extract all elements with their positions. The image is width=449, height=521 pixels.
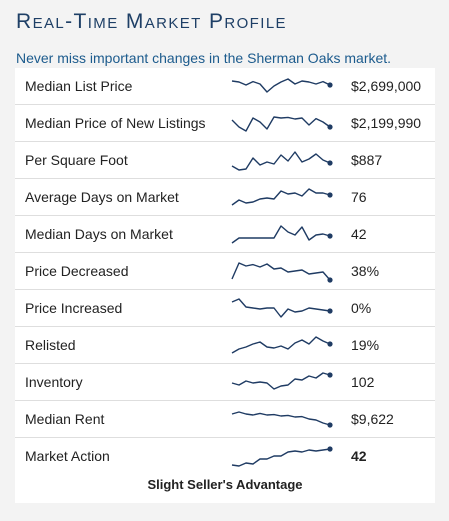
metric-value: 102 <box>351 374 375 390</box>
sparkline-chart <box>231 262 333 283</box>
sparkline-chart <box>231 78 333 93</box>
sparkline-line <box>231 336 331 354</box>
sparkline-chart <box>231 446 333 467</box>
metrics-table: Slight Seller's Advantage Median List Pr… <box>15 68 435 503</box>
metric-label: Median List Price <box>25 78 133 94</box>
metric-label: Inventory <box>25 374 83 390</box>
sparkline-endpoint <box>327 446 333 452</box>
widget-subtitle: Never miss important changes in the Sher… <box>16 50 392 66</box>
sparkline-line <box>231 225 331 244</box>
sparkline-line <box>231 188 331 206</box>
metric-label: Price Increased <box>25 300 123 316</box>
metric-row: Price Decreased 38% <box>15 253 435 290</box>
metric-label: Average Days on Market <box>25 189 179 205</box>
sparkline-endpoint <box>327 372 333 378</box>
metric-row: Median Price of New Listings $2,199,990 <box>15 105 435 142</box>
sparkline-endpoint <box>327 308 333 314</box>
sparkline-chart <box>231 298 333 318</box>
sparkline-endpoint <box>327 233 333 239</box>
metric-row: Market Action 42 <box>15 438 435 475</box>
sparkline-endpoint <box>327 341 333 347</box>
metric-value: 42 <box>351 448 367 464</box>
sparkline-line <box>231 448 331 467</box>
sparkline-chart <box>231 116 333 132</box>
metric-label: Per Square Foot <box>25 152 128 168</box>
metric-row: Per Square Foot $887 <box>15 142 435 179</box>
metric-label: Median Price of New Listings <box>25 115 206 131</box>
metric-value: 0% <box>351 300 372 316</box>
metric-value: $887 <box>351 152 383 168</box>
sparkline-endpoint <box>327 124 333 130</box>
sparkline-chart <box>231 151 333 171</box>
sparkline-endpoint <box>327 160 333 166</box>
sparkline-line <box>231 298 331 318</box>
sparkline-chart <box>231 336 333 354</box>
sparkline-line <box>231 372 331 390</box>
metric-label: Median Days on Market <box>25 226 173 242</box>
metric-value: 19% <box>351 337 380 353</box>
sparkline-line <box>231 78 331 93</box>
metric-value: 76 <box>351 189 367 205</box>
metric-row: Median List Price $2,699,000 <box>15 68 435 105</box>
sparkline-line <box>231 411 331 426</box>
metric-row: Median Rent $9,622 <box>15 401 435 438</box>
metric-label: Median Rent <box>25 411 105 427</box>
metric-label: Relisted <box>25 337 76 353</box>
sparkline-line <box>231 151 331 171</box>
metric-value: $2,199,990 <box>351 115 422 131</box>
sparkline-chart <box>231 372 333 390</box>
sparkline-chart <box>231 225 333 244</box>
sparkline-endpoint <box>327 82 333 88</box>
metric-value: $2,699,000 <box>351 78 422 94</box>
widget-title: Real-Time Market Profile <box>16 10 287 33</box>
metric-row: Median Days on Market 42 <box>15 216 435 253</box>
sparkline-line <box>231 262 331 281</box>
metric-label: Market Action <box>25 448 110 464</box>
sparkline-endpoint <box>327 192 333 198</box>
metric-row: Inventory 102 <box>15 364 435 401</box>
sparkline-chart <box>231 188 333 206</box>
metric-row: Average Days on Market 76 <box>15 179 435 216</box>
metric-label: Price Decreased <box>25 263 129 279</box>
metric-value: 42 <box>351 226 367 242</box>
market-verdict: Slight Seller's Advantage <box>147 477 303 492</box>
metric-value: 38% <box>351 263 380 279</box>
sparkline-endpoint <box>327 277 333 283</box>
sparkline-endpoint <box>327 422 333 428</box>
metric-row: Price Increased 0% <box>15 290 435 327</box>
sparkline-chart <box>231 411 333 428</box>
metric-value: $9,622 <box>351 411 394 427</box>
metric-row: Relisted 19% <box>15 327 435 364</box>
sparkline-line <box>231 116 331 132</box>
